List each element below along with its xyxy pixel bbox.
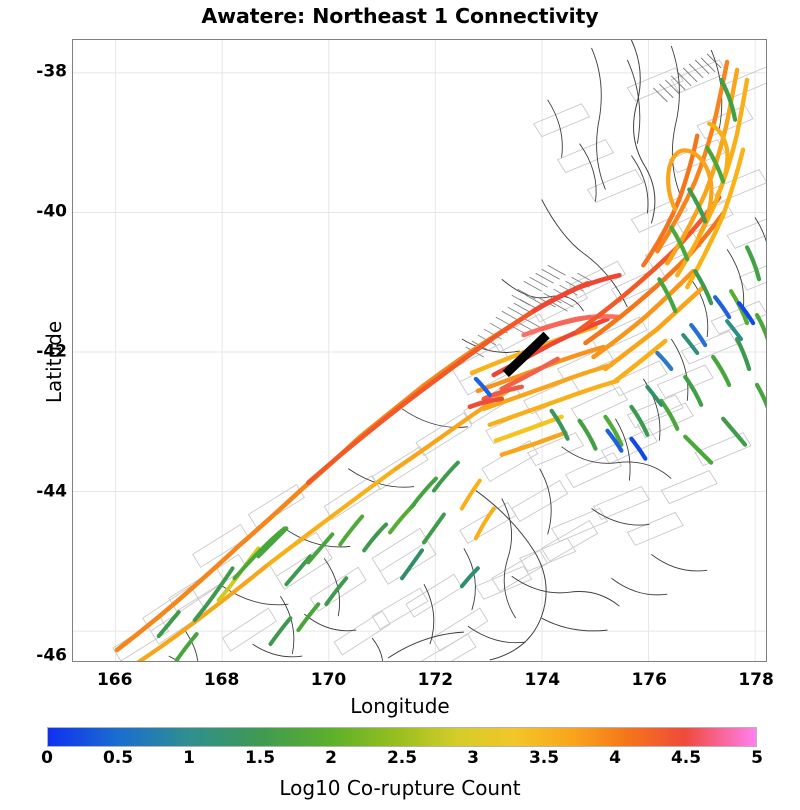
colorbar[interactable]: [47, 727, 757, 747]
map-plot-area: [73, 40, 766, 661]
background-fault-traces-dark: [168, 45, 766, 661]
colorbar-gradient: [47, 727, 757, 747]
xtick-label: 166: [96, 670, 133, 690]
xtick-label: 174: [524, 670, 561, 690]
ytick-label: -38: [36, 61, 67, 82]
colorbar-tick-label: 1: [183, 748, 195, 768]
xtick-label: 178: [738, 670, 774, 690]
colorbar-tick-label: 0: [41, 748, 53, 768]
colorbar-tick-label: 1.5: [244, 748, 276, 768]
xtick-label: 176: [631, 670, 667, 690]
colored-fault-trace: [575, 195, 726, 384]
colored-fault-trace: [114, 272, 622, 653]
ytick-label: -40: [36, 201, 67, 222]
ytick-label: -46: [36, 645, 67, 666]
xtick-label: 172: [417, 670, 454, 690]
map-axes[interactable]: [72, 39, 767, 662]
colored-fault-trace: [136, 388, 510, 661]
colorbar-tick-label: 2: [325, 748, 337, 768]
y-axis-title: Latitude: [42, 320, 66, 404]
colorbar-tick-label: 2.5: [386, 748, 418, 768]
xtick-label: 168: [203, 670, 240, 690]
page-title: Awatere: Northeast 1 Connectivity: [201, 4, 599, 28]
colorbar-tick-label: 0.5: [102, 748, 134, 768]
colorbar-tick-label: 3: [467, 748, 479, 768]
colorbar-tick-label: 4: [609, 748, 621, 768]
colored-fault-trace: [641, 59, 750, 290]
ytick-label: -44: [36, 481, 67, 502]
highlighted-fault-awatere-northeast-1: [502, 331, 550, 378]
x-axis-title: Longitude: [350, 694, 450, 718]
secondary-fault-cluster: [653, 53, 722, 103]
colorbar-title: Log10 Co-rupture Count: [279, 776, 521, 800]
colorbar-tick-label: 4.5: [670, 748, 702, 768]
gridlines: [73, 40, 766, 661]
colored-fault-trace: [473, 295, 756, 461]
colorbar-tick-label: 3.5: [528, 748, 560, 768]
colored-fault-trace: [549, 77, 766, 465]
colored-fault-trace: [467, 314, 622, 410]
xtick-label: 170: [310, 670, 347, 690]
colored-fault-trace: [156, 460, 496, 661]
colorbar-tick-label: 5: [751, 748, 763, 768]
coastline-strokes: [387, 40, 656, 661]
colored-fault-trace: [459, 319, 744, 589]
